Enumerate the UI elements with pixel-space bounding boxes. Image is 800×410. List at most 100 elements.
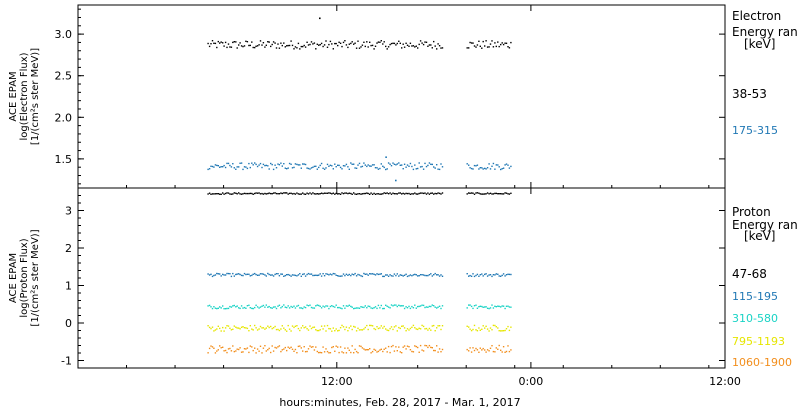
- data-point: [299, 48, 301, 50]
- data-point: [294, 348, 297, 351]
- data-point: [436, 193, 438, 195]
- data-point: [226, 325, 228, 327]
- data-point: [412, 307, 415, 309]
- data-point: [387, 162, 390, 164]
- data-point: [491, 40, 493, 42]
- data-point: [438, 45, 441, 47]
- data-point: [223, 350, 225, 352]
- data-point: [393, 273, 396, 275]
- data-point: [383, 348, 385, 350]
- data-point: [265, 275, 267, 277]
- data-point: [389, 351, 391, 354]
- data-point: [422, 168, 425, 170]
- data-point: [264, 192, 266, 195]
- data-point: [353, 307, 355, 310]
- data-point: [315, 193, 317, 195]
- data-point: [485, 168, 487, 170]
- data-point: [286, 349, 288, 352]
- data-point: [408, 45, 410, 47]
- data-point: [243, 192, 246, 195]
- data-point: [369, 273, 371, 275]
- data-point: [223, 330, 225, 332]
- data-point: [348, 43, 350, 45]
- data-point: [339, 193, 342, 195]
- data-point: [364, 349, 366, 351]
- data-point: [344, 40, 346, 42]
- data-point: [267, 192, 269, 195]
- data-point: [360, 46, 362, 48]
- data-point: [335, 274, 337, 276]
- data-point: [373, 348, 375, 351]
- data-point: [355, 193, 358, 195]
- data-point: [254, 46, 256, 49]
- data-point: [495, 326, 497, 328]
- data-point: [418, 351, 420, 353]
- data-point: [284, 46, 286, 48]
- data-point: [385, 45, 387, 48]
- data-point: [293, 274, 295, 276]
- data-point: [385, 192, 387, 195]
- data-point: [377, 41, 380, 43]
- data-point: [312, 274, 314, 277]
- data-point: [210, 273, 212, 275]
- data-point: [233, 325, 235, 327]
- data-point: [507, 193, 509, 195]
- data-point: [414, 345, 416, 347]
- data-point: [278, 164, 281, 166]
- data-point: [256, 329, 259, 331]
- data-point: [489, 168, 492, 170]
- y-tick-label: 1.5: [55, 153, 73, 166]
- data-point: [489, 43, 492, 45]
- data-point: [398, 40, 400, 42]
- data-point: [441, 305, 444, 307]
- data-point: [309, 325, 311, 327]
- data-point: [492, 350, 495, 353]
- data-point: [424, 328, 426, 330]
- data-point: [498, 166, 500, 168]
- data-point: [494, 42, 496, 44]
- data-point: [411, 305, 413, 308]
- series-1060-1900: [207, 344, 512, 354]
- y-tick-label: 3: [65, 205, 72, 218]
- data-point: [357, 327, 359, 329]
- data-point: [255, 192, 257, 194]
- data-point: [224, 192, 227, 195]
- data-point: [438, 192, 441, 195]
- data-point: [418, 327, 420, 329]
- data-point: [389, 307, 391, 309]
- data-point: [214, 42, 217, 45]
- data-point: [424, 41, 426, 43]
- data-point: [502, 346, 505, 348]
- data-point: [251, 307, 253, 310]
- data-point: [239, 162, 241, 164]
- data-point: [434, 306, 436, 308]
- data-point: [358, 274, 361, 276]
- data-point: [367, 328, 369, 331]
- data-point: [278, 345, 281, 347]
- data-point: [498, 275, 500, 277]
- data-point: [255, 304, 257, 306]
- data-point: [329, 164, 332, 166]
- data-point: [219, 166, 221, 168]
- data-point: [288, 162, 291, 165]
- data-point: [361, 275, 364, 278]
- data-point: [504, 164, 506, 166]
- data-point: [350, 325, 352, 327]
- data-point: [303, 327, 305, 329]
- data-point: [363, 41, 365, 43]
- data-point: [259, 273, 262, 275]
- data-point: [470, 305, 473, 308]
- data-point: [341, 168, 343, 170]
- data-point: [229, 46, 231, 48]
- data-point: [485, 351, 487, 353]
- data-point: [287, 324, 289, 327]
- data-point: [291, 193, 294, 195]
- data-point: [322, 305, 324, 307]
- series-38-53: [207, 17, 512, 50]
- data-point: [428, 305, 431, 308]
- data-point: [402, 275, 404, 277]
- data-point: [291, 274, 294, 276]
- data-point: [338, 329, 340, 332]
- data-point: [254, 324, 256, 327]
